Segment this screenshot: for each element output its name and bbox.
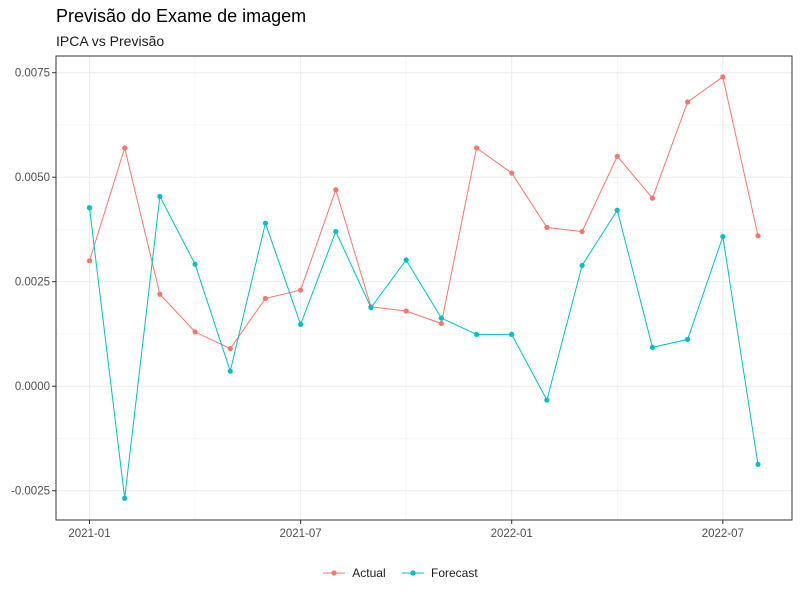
- data-point-forecast: [438, 315, 444, 321]
- x-tick-label: 2022-01: [491, 528, 533, 540]
- data-point-actual: [157, 291, 163, 297]
- data-point-actual: [685, 99, 691, 105]
- data-point-actual: [333, 187, 339, 193]
- plot-panel: [56, 56, 792, 520]
- data-point-forecast: [298, 321, 304, 327]
- data-point-forecast: [403, 257, 409, 263]
- data-point-forecast: [685, 336, 691, 343]
- chart-title: Previsão do Exame de imagem: [56, 6, 307, 26]
- legend-label-actual: Actual: [352, 566, 386, 580]
- axes: -0.0025 0.0000 0.0025 0.0050 0.0075 2021-01 20…: [11, 68, 744, 540]
- y-tick-label: 0.0050: [15, 172, 50, 184]
- data-point-actual: [509, 170, 515, 176]
- series-layer: [86, 74, 761, 501]
- data-point-actual: [262, 295, 269, 302]
- data-point-actual: [438, 320, 444, 327]
- data-point-forecast: [122, 495, 128, 501]
- data-point-forecast: [755, 461, 761, 468]
- series-line-actual: [89, 76, 759, 350]
- y-tick-label: 0.0000: [15, 381, 50, 393]
- data-point-forecast: [157, 193, 163, 200]
- data-point-forecast: [720, 233, 726, 240]
- data-point-forecast: [262, 220, 269, 226]
- data-point-actual: [227, 346, 233, 352]
- data-point-actual: [403, 308, 409, 314]
- data-point-forecast: [614, 207, 620, 213]
- data-point-actual: [544, 224, 550, 230]
- data-point-forecast: [333, 228, 339, 235]
- legend: Actual Forecast: [0, 566, 800, 583]
- data-point-forecast: [192, 261, 198, 267]
- data-point-actual: [649, 195, 656, 201]
- y-tick-label: 0.0025: [15, 277, 50, 289]
- data-point-actual: [192, 329, 198, 335]
- data-point-forecast: [473, 331, 480, 337]
- legend-label-forecast: Forecast: [431, 566, 478, 580]
- legend-item-forecast: Forecast: [401, 566, 478, 580]
- data-point-actual: [614, 153, 620, 159]
- data-point-forecast: [86, 205, 93, 211]
- legend-key-actual: [323, 570, 346, 576]
- series-line-forecast: [89, 194, 759, 499]
- data-point-forecast: [544, 397, 550, 403]
- y-tick-label: 0.0075: [15, 68, 50, 80]
- legend-item-actual: Actual: [322, 566, 386, 580]
- x-tick-label: 2022-07: [702, 528, 744, 540]
- data-point-actual: [86, 258, 93, 264]
- data-point-actual: [122, 145, 128, 151]
- data-point-forecast: [649, 344, 656, 350]
- data-point-actual: [298, 287, 304, 293]
- data-point-forecast: [509, 331, 515, 337]
- x-tick-label: 2021-01: [68, 528, 110, 540]
- data-point-actual: [579, 228, 585, 235]
- chart-subtitle: IPCA vs Previsão: [56, 33, 165, 49]
- y-tick-label: -0.0025: [11, 486, 50, 498]
- data-point-forecast: [579, 262, 585, 269]
- data-point-actual: [720, 74, 726, 80]
- data-point-actual: [473, 145, 480, 151]
- plot-border: [55, 55, 793, 521]
- data-point-forecast: [227, 368, 233, 374]
- data-point-forecast: [368, 305, 374, 311]
- legend-key-forecast: [402, 570, 424, 576]
- data-point-actual: [755, 233, 761, 239]
- x-tick-label: 2021-07: [279, 528, 321, 540]
- grid: [56, 56, 792, 520]
